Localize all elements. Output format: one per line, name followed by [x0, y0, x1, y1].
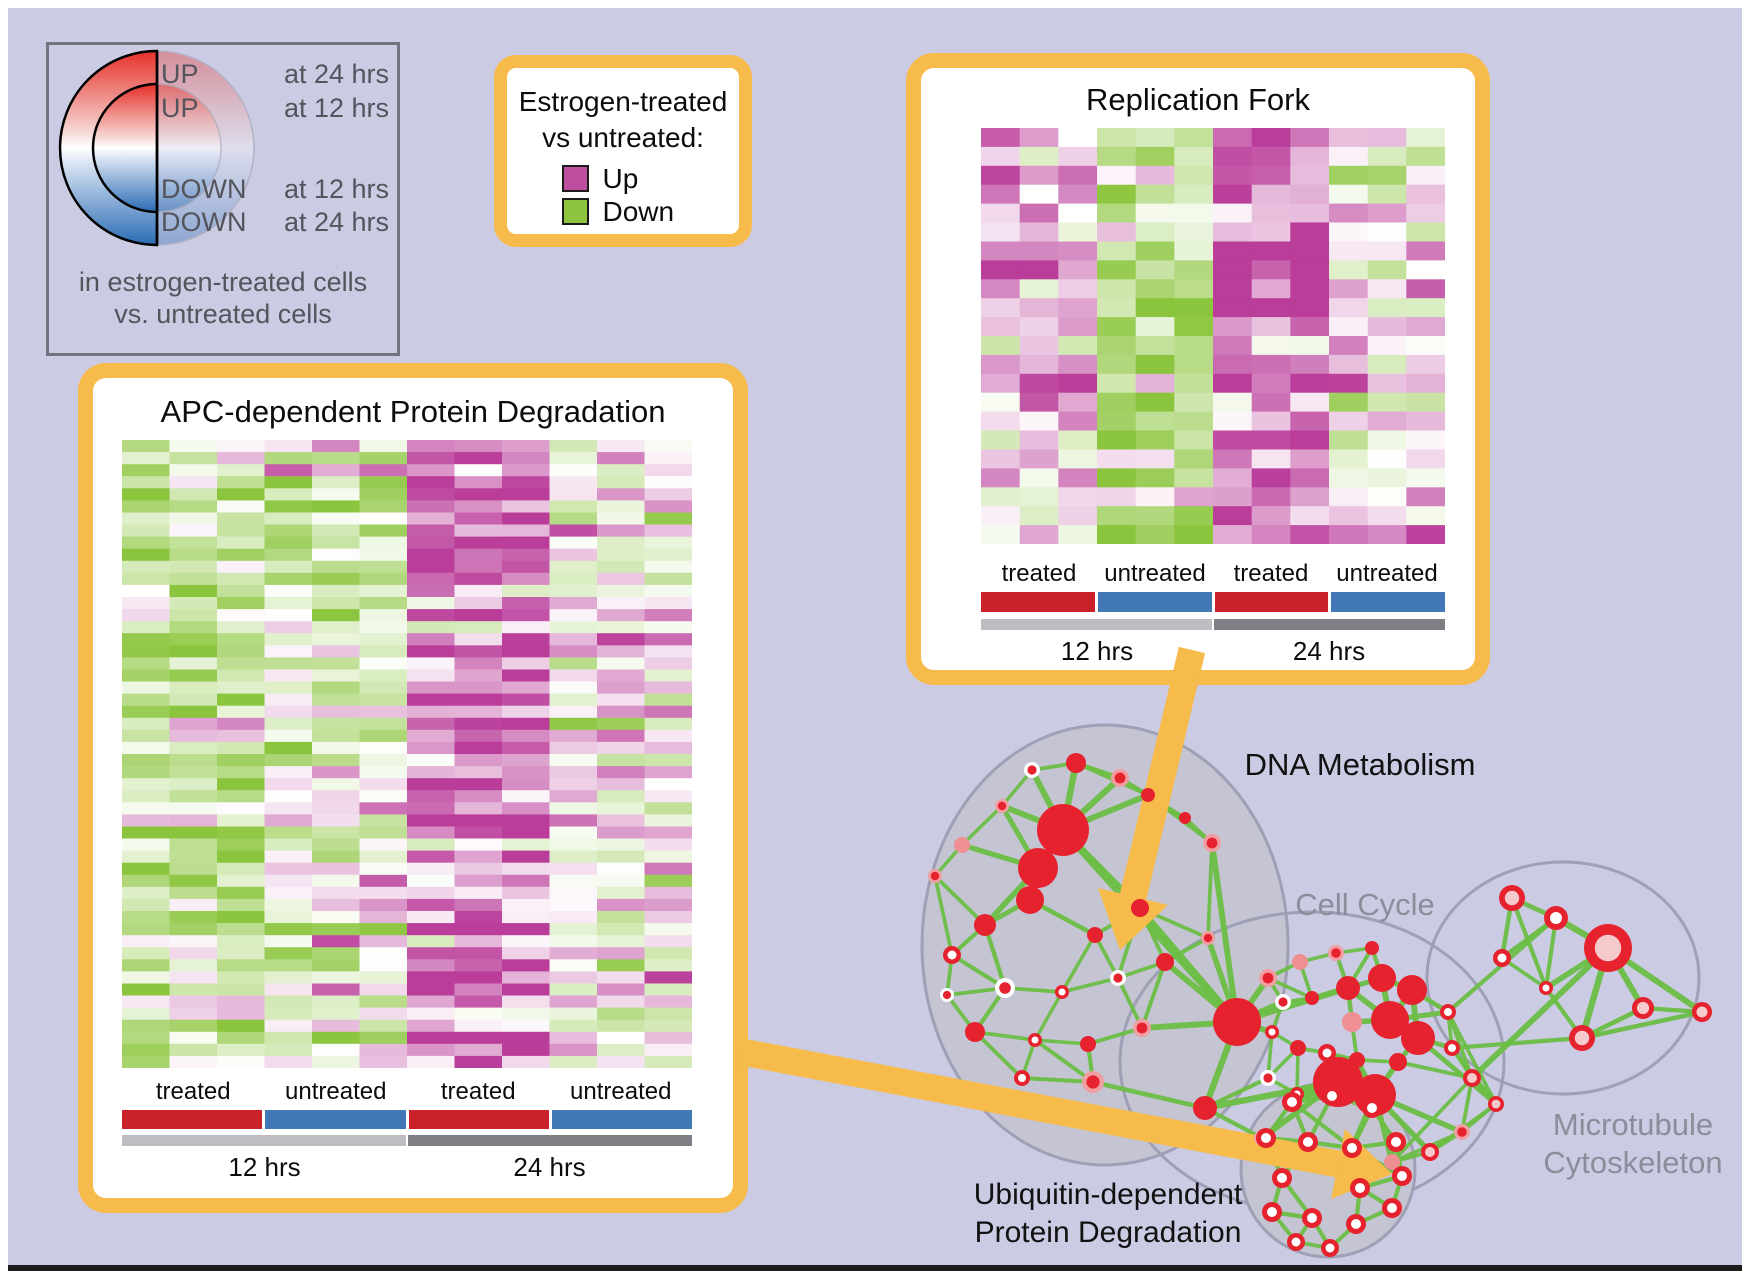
treatment-bar-segment	[981, 592, 1095, 612]
legend-time: at 24 hrs	[283, 59, 389, 89]
legend-row-down-24: DOWN at 24 hrs	[161, 207, 389, 238]
group-label: untreated	[1104, 560, 1206, 587]
cluster-label-microtubule: Microtubule Cytoskeleton	[1508, 1106, 1750, 1182]
apc-panel-title: APC-dependent Protein Degradation	[160, 394, 666, 429]
estrogen-key-item-up: Up	[507, 162, 739, 195]
legend-time: at 24 hrs	[283, 207, 389, 237]
legend-row-down-12: DOWN at 12 hrs	[161, 174, 389, 205]
timepoint-bars	[981, 619, 1445, 630]
estrogen-key-item-down: Down	[507, 195, 739, 228]
replication-fork-heatmap	[981, 128, 1445, 544]
legend-row-up-24: UP at 24 hrs	[161, 59, 389, 90]
timepoint-labels: 12 hrs 24 hrs	[122, 1152, 692, 1183]
treatment-bar-segment	[551, 1110, 692, 1129]
timepoint-bars	[122, 1135, 692, 1146]
apc-degradation-panel: APC-dependent Protein Degradation treate…	[78, 363, 748, 1213]
down-color-swatch	[561, 198, 589, 225]
treatment-bar-segment	[1214, 592, 1329, 612]
time-label-24hrs: 24 hrs	[1292, 636, 1366, 666]
concentric-ring-legend-graphic	[58, 49, 255, 247]
ring-legend-box: UP at 24 hrs UP at 12 hrs DOWN at 12 hrs…	[46, 42, 400, 356]
group-label: untreated	[570, 1078, 672, 1105]
microtubule-label-line1: Microtubule	[1552, 1107, 1714, 1142]
group-label: untreated	[285, 1078, 387, 1105]
treatment-bar-segment	[265, 1110, 406, 1129]
treatment-group-labels: treated untreated treated untreated	[981, 560, 1445, 588]
down-label: Down	[602, 195, 675, 227]
ubiquitin-label-line2: Protein Degradation	[974, 1216, 1242, 1249]
treatment-group-labels: treated untreated treated untreated	[122, 1078, 692, 1106]
legend-caption-line1: in estrogen-treated cells	[78, 267, 368, 297]
legend-direction: UP	[161, 59, 199, 89]
estrogen-key-title-line1: Estrogen-treated	[518, 86, 728, 117]
treatment-bar-segment	[1097, 592, 1212, 612]
estrogen-key-title-line2: vs untreated:	[542, 122, 704, 153]
ubiquitin-label-line1: Ubiquitin-dependent	[973, 1178, 1243, 1211]
treatment-bar-segment	[122, 1110, 263, 1129]
treatment-color-bars	[122, 1110, 692, 1129]
bottom-border-line	[8, 1265, 1742, 1271]
legend-time: at 12 hrs	[283, 174, 389, 204]
treatment-color-bars	[981, 592, 1445, 612]
replication-fork-title: Replication Fork	[1086, 82, 1310, 117]
estrogen-key-box: Estrogen-treated vs untreated: Up Down	[494, 55, 752, 247]
group-label: treated	[1001, 560, 1077, 587]
timepoint-labels: 12 hrs 24 hrs	[981, 636, 1445, 667]
legend-time: at 12 hrs	[283, 93, 389, 123]
timepoint-bar-segment	[981, 619, 1212, 630]
up-color-swatch	[561, 165, 589, 192]
group-label: treated	[1233, 560, 1309, 587]
legend-row-up-12: UP at 12 hrs	[161, 93, 389, 124]
cluster-label-ubiquitin: Ubiquitin-dependent Protein Degradation	[938, 1176, 1278, 1252]
replication-fork-panel: Replication Fork treated untreated treat…	[906, 53, 1490, 685]
microtubule-label-line2: Cytoskeleton	[1543, 1145, 1723, 1180]
treatment-bar-segment	[1331, 592, 1445, 612]
group-label: treated	[155, 1078, 231, 1105]
time-label-12hrs: 12 hrs	[228, 1152, 301, 1182]
figure-background: UP at 24 hrs UP at 12 hrs DOWN at 12 hrs…	[8, 8, 1742, 1271]
time-label-24hrs: 24 hrs	[513, 1152, 586, 1182]
time-label-12hrs: 12 hrs	[1060, 636, 1134, 666]
group-label: untreated	[1336, 560, 1438, 587]
legend-direction: UP	[161, 93, 199, 123]
legend-direction: DOWN	[161, 174, 247, 204]
timepoint-bar-segment	[1214, 619, 1445, 630]
cluster-label-cell-cycle: Cell Cycle	[1295, 887, 1435, 922]
cluster-label-dna-metabolism: DNA Metabolism	[1244, 747, 1476, 782]
treatment-bar-segment	[408, 1110, 549, 1129]
legend-caption-line2: vs. untreated cells	[114, 299, 332, 329]
legend-direction: DOWN	[161, 207, 247, 237]
timepoint-bar-segment	[122, 1135, 406, 1146]
up-label: Up	[602, 162, 639, 194]
group-label: treated	[440, 1078, 516, 1105]
timepoint-bar-segment	[408, 1135, 692, 1146]
apc-heatmap	[122, 440, 692, 1068]
